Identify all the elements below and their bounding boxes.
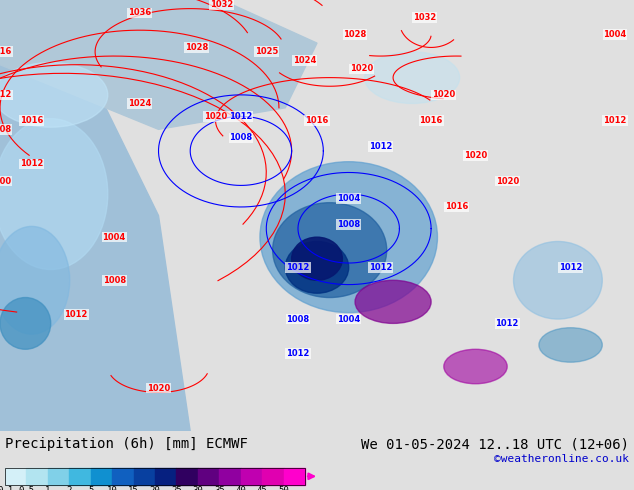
Text: 45: 45 <box>257 486 268 490</box>
Text: 1028: 1028 <box>185 43 208 52</box>
Text: 1004: 1004 <box>604 30 626 39</box>
Text: 1024: 1024 <box>293 56 316 65</box>
Text: 1025: 1025 <box>255 47 278 56</box>
Text: 35: 35 <box>214 486 224 490</box>
Ellipse shape <box>355 280 431 323</box>
Bar <box>155 467 176 485</box>
Ellipse shape <box>0 226 70 334</box>
Text: 1012: 1012 <box>287 263 309 272</box>
Text: 1008: 1008 <box>0 125 11 134</box>
Bar <box>27 467 48 485</box>
Bar <box>241 467 262 485</box>
Ellipse shape <box>273 203 387 297</box>
Text: 1012: 1012 <box>604 116 626 125</box>
Ellipse shape <box>0 63 108 127</box>
Text: 1012: 1012 <box>369 263 392 272</box>
Text: 50: 50 <box>278 486 289 490</box>
Text: 1020: 1020 <box>147 384 170 392</box>
Text: 1012: 1012 <box>0 90 11 99</box>
Text: 1024: 1024 <box>128 99 151 108</box>
Text: 1012: 1012 <box>230 112 252 121</box>
Ellipse shape <box>539 328 602 362</box>
Bar <box>112 467 134 485</box>
Bar <box>219 467 241 485</box>
Text: 1020: 1020 <box>350 65 373 74</box>
Text: 1020: 1020 <box>496 176 519 186</box>
Text: 1012: 1012 <box>287 349 309 358</box>
Bar <box>262 467 283 485</box>
Text: 1012: 1012 <box>496 319 519 328</box>
Text: 1012: 1012 <box>559 263 582 272</box>
Text: Precipitation (6h) [mm] ECMWF: Precipitation (6h) [mm] ECMWF <box>5 437 248 451</box>
Text: 20: 20 <box>150 486 160 490</box>
Text: 25: 25 <box>171 486 182 490</box>
Text: 1020: 1020 <box>204 112 227 121</box>
Text: We 01-05-2024 12..18 UTC (12+06): We 01-05-2024 12..18 UTC (12+06) <box>361 437 629 451</box>
Text: 1016: 1016 <box>20 116 43 125</box>
Text: 15: 15 <box>128 486 139 490</box>
Text: 1020: 1020 <box>432 90 455 99</box>
Ellipse shape <box>365 52 460 103</box>
Ellipse shape <box>0 119 108 270</box>
Bar <box>48 467 69 485</box>
Text: 1016: 1016 <box>0 47 11 56</box>
Text: 1004: 1004 <box>337 315 360 323</box>
Text: 1004: 1004 <box>103 233 126 242</box>
Text: 1016: 1016 <box>306 116 328 125</box>
Bar <box>91 467 112 485</box>
Text: 1008: 1008 <box>337 220 360 229</box>
Ellipse shape <box>444 349 507 384</box>
Bar <box>198 467 219 485</box>
Text: 1012: 1012 <box>369 142 392 151</box>
Text: ©weatheronline.co.uk: ©weatheronline.co.uk <box>494 454 629 464</box>
Ellipse shape <box>285 242 349 293</box>
Bar <box>5 467 305 485</box>
Bar <box>134 467 155 485</box>
Text: 1036: 1036 <box>128 8 151 18</box>
Ellipse shape <box>514 242 602 319</box>
Polygon shape <box>0 0 190 431</box>
Bar <box>176 467 198 485</box>
Text: 40: 40 <box>235 486 246 490</box>
Bar <box>5 467 27 485</box>
Text: 1032: 1032 <box>210 0 233 9</box>
Text: 30: 30 <box>193 486 204 490</box>
Ellipse shape <box>292 237 342 280</box>
Text: 1008: 1008 <box>287 315 309 323</box>
Text: 5: 5 <box>88 486 93 490</box>
Text: 1032: 1032 <box>413 13 436 22</box>
Text: 1008: 1008 <box>230 133 252 143</box>
Ellipse shape <box>260 162 437 313</box>
Text: 2: 2 <box>67 486 72 490</box>
Text: 1008: 1008 <box>103 276 126 285</box>
Text: 1012: 1012 <box>65 310 87 319</box>
Ellipse shape <box>0 297 51 349</box>
Text: 1: 1 <box>45 486 51 490</box>
Text: 1028: 1028 <box>344 30 366 39</box>
Text: 0.5: 0.5 <box>18 486 34 490</box>
Text: 1020: 1020 <box>464 151 487 160</box>
Text: 1016: 1016 <box>445 202 468 212</box>
Bar <box>69 467 91 485</box>
Bar <box>283 467 305 485</box>
Text: 1004: 1004 <box>337 194 360 203</box>
Text: 0.1: 0.1 <box>0 486 13 490</box>
Text: 1016: 1016 <box>420 116 443 125</box>
Text: 10: 10 <box>107 486 117 490</box>
Text: 1012: 1012 <box>20 159 43 169</box>
Text: 1000: 1000 <box>0 176 11 186</box>
Polygon shape <box>0 0 317 129</box>
